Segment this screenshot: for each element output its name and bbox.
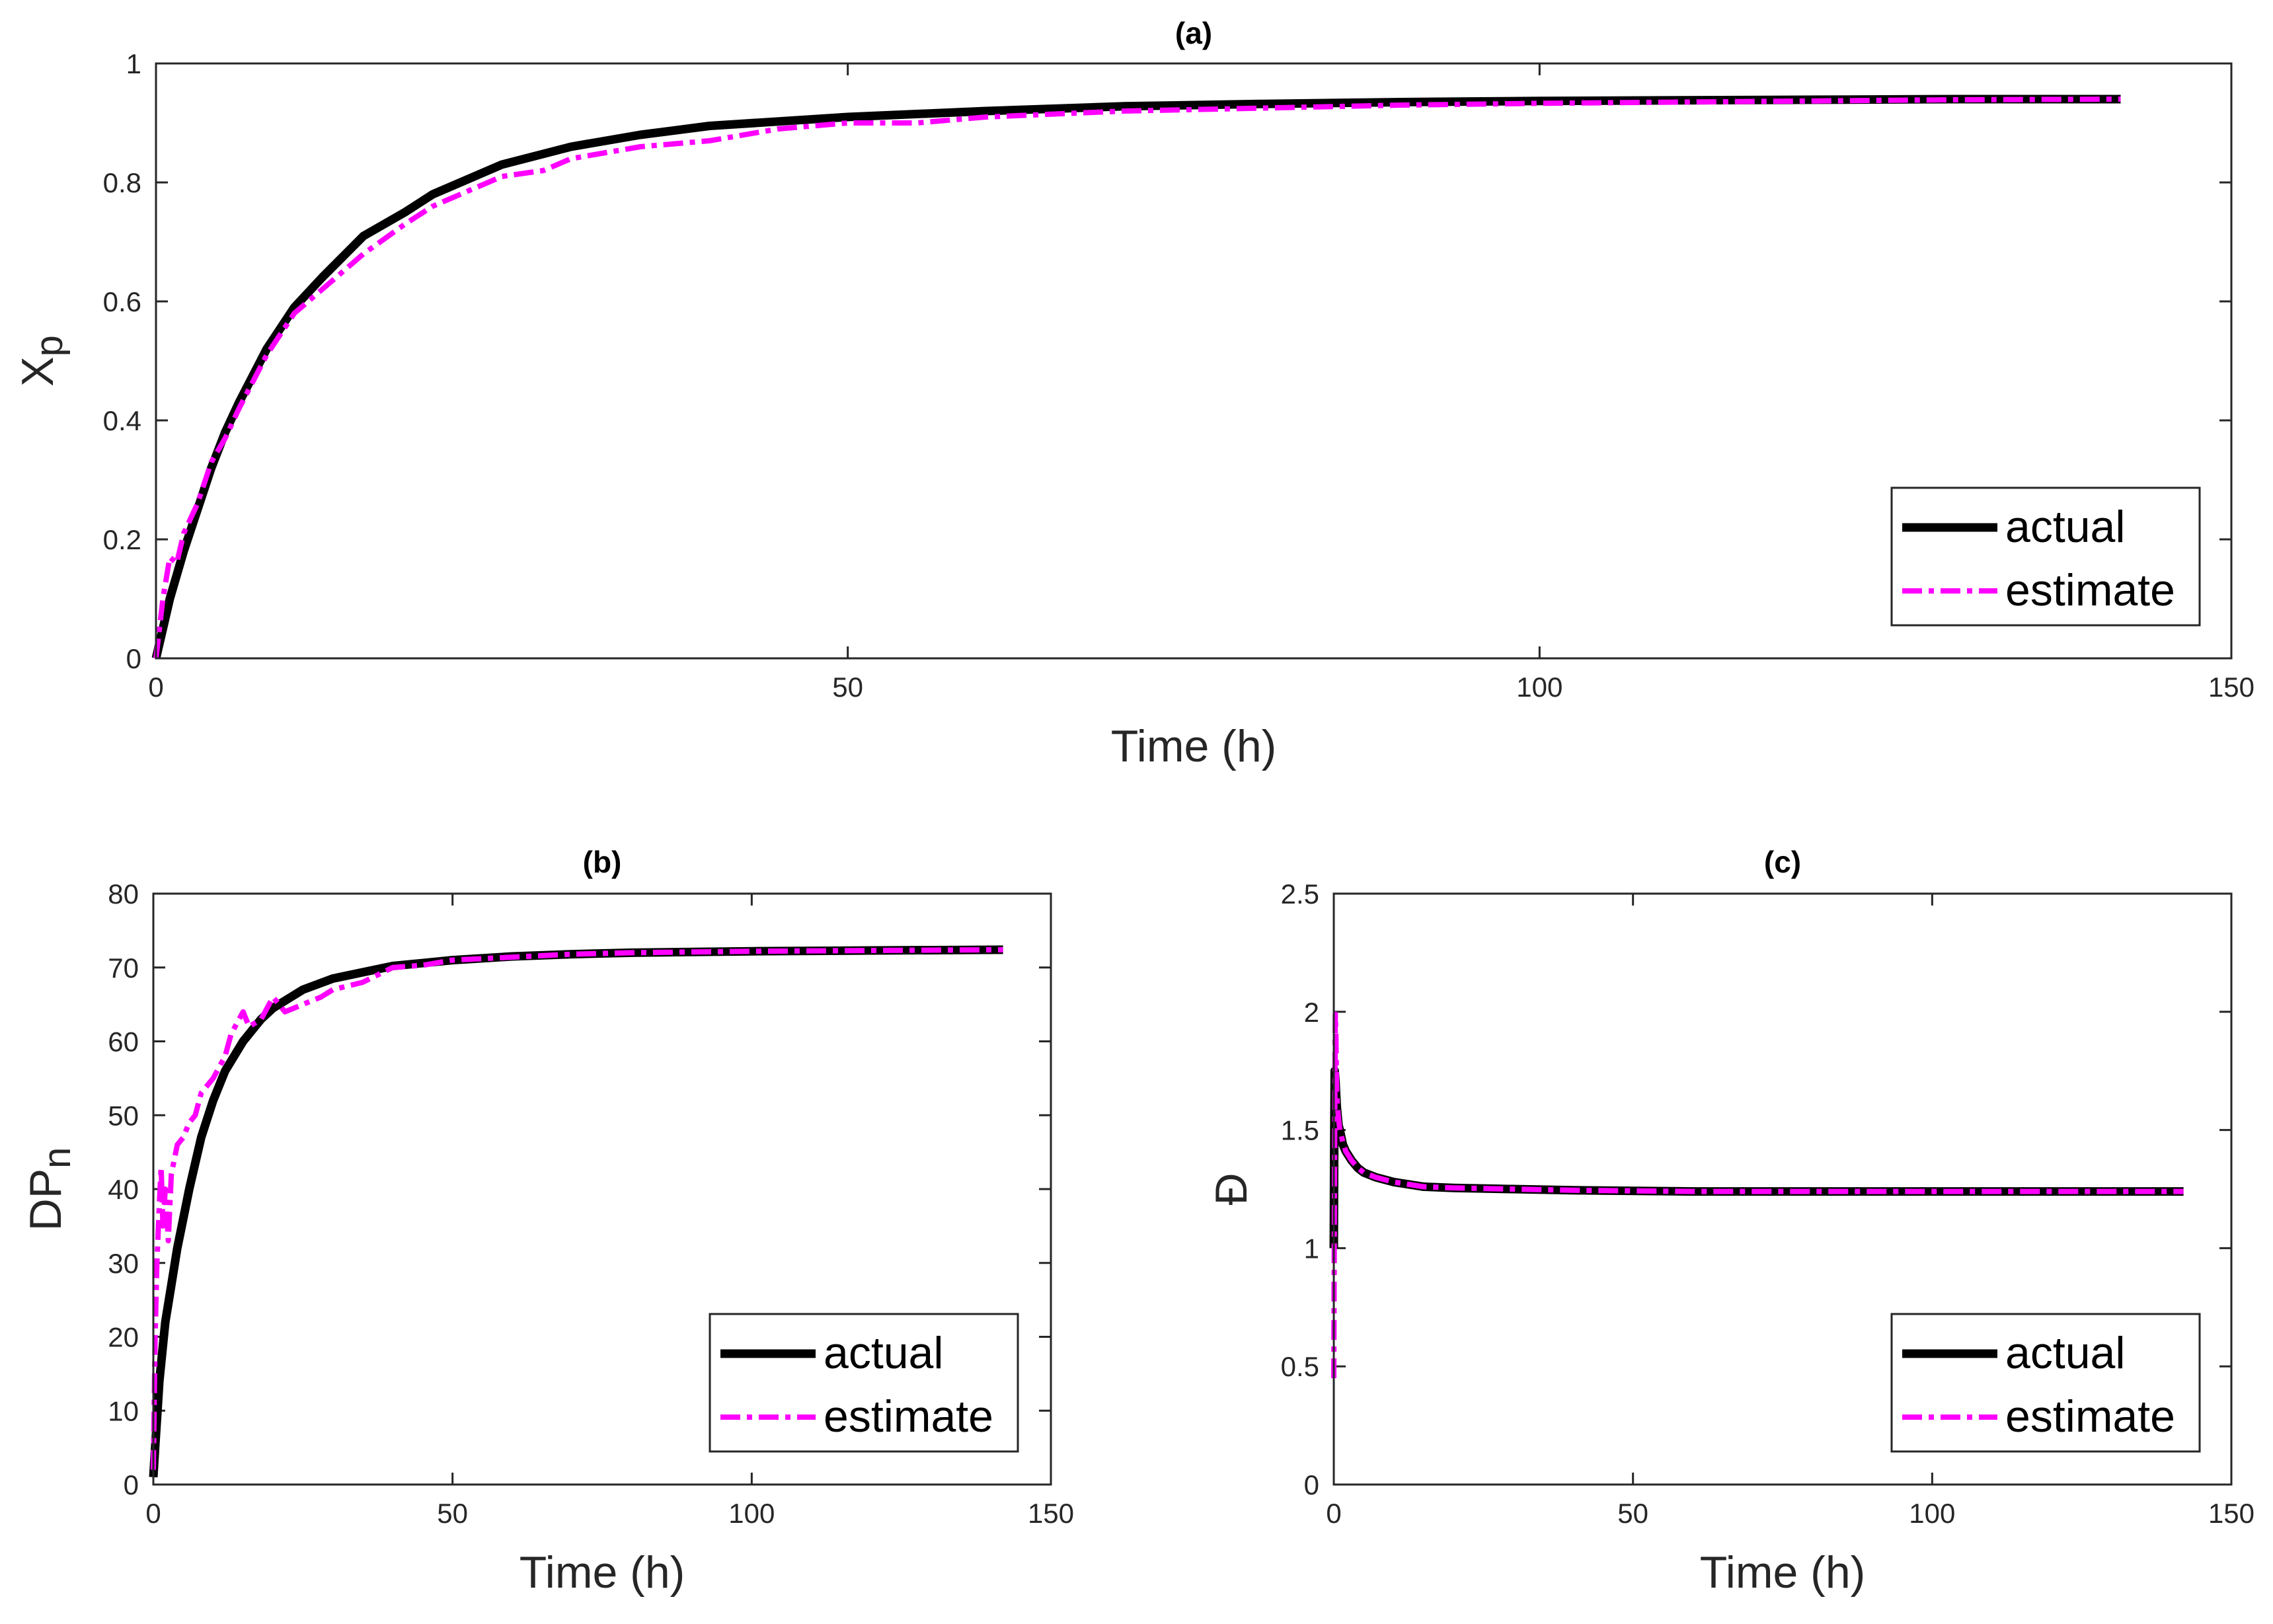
legend-label-actual-a: actual bbox=[2005, 502, 2125, 552]
y-tick-label-b-4: 40 bbox=[108, 1174, 139, 1205]
axes-box-b bbox=[152, 892, 1052, 1486]
y-tick-label-b-6: 60 bbox=[108, 1026, 139, 1058]
y-axis-label-main-c: Đ bbox=[1206, 1173, 1256, 1205]
legend-box-c bbox=[1890, 1313, 2201, 1453]
legend-b: actual estimate bbox=[709, 1313, 1019, 1453]
y-tick-label-b-7: 70 bbox=[108, 952, 139, 984]
y-tick-label-b-8: 80 bbox=[108, 878, 139, 909]
y-tick-label-a-5: 1 bbox=[126, 48, 141, 79]
series-line-estimate-b bbox=[151, 947, 1003, 1470]
y-tick-label-c-5: 2.5 bbox=[1281, 878, 1319, 909]
y-tick-label-b-0: 0 bbox=[124, 1469, 139, 1500]
x-tick-label-c-0: 0 bbox=[1326, 1498, 1341, 1529]
series-line-estimate-a bbox=[153, 97, 2121, 659]
y-axis-label-sub-a: p bbox=[28, 335, 71, 356]
chart-title-a: (a) bbox=[1175, 16, 1212, 50]
y-tick-label-a-0: 0 bbox=[126, 643, 141, 674]
series-c bbox=[1329, 1011, 2184, 1379]
panel-c: 0 50 100 150 0 0.5 1 1.5 2 2.5 (c) Time (h) Đ act… bbox=[1206, 845, 2254, 1598]
x-tick-label-b-3: 150 bbox=[1028, 1498, 1074, 1529]
y-tick-label-c-0: 0 bbox=[1304, 1469, 1319, 1500]
legend-label-estimate-c: estimate bbox=[2005, 1391, 2175, 1442]
series-line-estimate-c bbox=[1331, 1011, 2184, 1379]
svg-text:DPn: DPn bbox=[20, 1147, 79, 1231]
y-tick-label-b-3: 30 bbox=[108, 1248, 139, 1279]
y-axis-label-b: DPn bbox=[20, 1147, 79, 1231]
legend-label-actual-b: actual bbox=[824, 1328, 943, 1378]
chart-title-b: (b) bbox=[583, 845, 622, 879]
y-axis-label-sub-b: n bbox=[36, 1147, 79, 1169]
y-axis-label-c: Đ bbox=[1206, 1173, 1256, 1205]
x-tick-label-b-2: 100 bbox=[728, 1498, 775, 1529]
legend-box-a bbox=[1890, 486, 2201, 627]
x-axis-label-b: Time (h) bbox=[520, 1547, 685, 1598]
legend-label-estimate-b: estimate bbox=[824, 1391, 993, 1442]
legend-a: actual estimate bbox=[1890, 486, 2201, 627]
y-axis-label-main-b: DP bbox=[20, 1169, 71, 1231]
y-tick-label-c-3: 1.5 bbox=[1281, 1115, 1319, 1146]
x-tick-label-a-3: 150 bbox=[2208, 672, 2254, 703]
legend-label-estimate-a: estimate bbox=[2005, 565, 2175, 615]
svg-text:Xp: Xp bbox=[13, 335, 71, 387]
series-b bbox=[149, 945, 1003, 1478]
x-axis-label-c: Time (h) bbox=[1700, 1547, 1866, 1598]
x-axis-label-a: Time (h) bbox=[1111, 721, 1277, 771]
y-tick-label-c-1: 0.5 bbox=[1281, 1351, 1319, 1382]
x-tick-label-a-0: 0 bbox=[148, 672, 163, 703]
y-tick-label-c-2: 1 bbox=[1304, 1233, 1319, 1264]
series-line-actual-a bbox=[151, 95, 2121, 660]
axes-box-a bbox=[155, 62, 2233, 660]
y-tick-label-b-1: 10 bbox=[108, 1395, 139, 1426]
legend-label-actual-c: actual bbox=[2005, 1328, 2125, 1378]
y-tick-label-b-5: 50 bbox=[108, 1100, 139, 1131]
series-line-actual-b bbox=[149, 945, 1003, 1478]
x-tick-label-c-3: 150 bbox=[2208, 1498, 2254, 1529]
ticks-c: 0 50 100 150 0 0.5 1 1.5 2 2.5 bbox=[1281, 878, 2254, 1529]
y-axis-label-a: Xp bbox=[13, 335, 71, 387]
x-tick-label-b-1: 50 bbox=[437, 1498, 468, 1529]
y-tick-label-a-3: 0.6 bbox=[103, 286, 141, 317]
series-a bbox=[151, 95, 2121, 660]
svg-text:Đ: Đ bbox=[1206, 1173, 1256, 1205]
y-axis-label-main-a: X bbox=[13, 356, 63, 386]
legend-c: actual estimate bbox=[1890, 1313, 2201, 1453]
chart-title-c: (c) bbox=[1764, 845, 1801, 879]
y-tick-label-b-2: 20 bbox=[108, 1322, 139, 1353]
x-tick-label-a-1: 50 bbox=[832, 672, 863, 703]
x-tick-label-c-1: 50 bbox=[1617, 1498, 1648, 1529]
legend-box-b bbox=[709, 1313, 1019, 1453]
y-tick-label-a-4: 0.8 bbox=[103, 167, 141, 198]
x-tick-label-c-2: 100 bbox=[1909, 1498, 1955, 1529]
axes-box-c bbox=[1332, 892, 2233, 1486]
x-tick-label-b-0: 0 bbox=[145, 1498, 161, 1529]
y-tick-label-c-4: 2 bbox=[1304, 997, 1319, 1028]
x-tick-label-a-2: 100 bbox=[1516, 672, 1562, 703]
y-tick-label-a-1: 0.2 bbox=[103, 524, 141, 555]
y-tick-label-a-2: 0.4 bbox=[103, 405, 141, 436]
